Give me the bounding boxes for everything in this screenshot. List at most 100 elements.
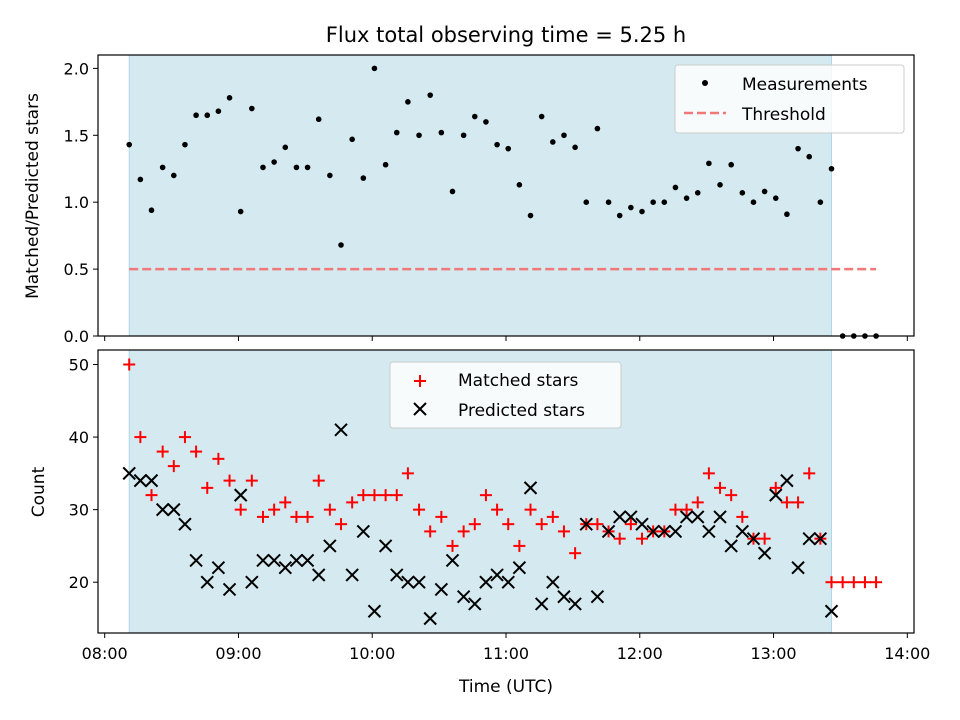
matched-star-point <box>502 518 515 531</box>
matched-star-point <box>613 532 626 545</box>
matched-star-point <box>546 510 559 523</box>
matched-star-point <box>825 576 838 589</box>
measurement-point <box>795 145 801 152</box>
measurement-point <box>293 164 300 171</box>
measurement-point <box>527 212 534 219</box>
predicted-star-point <box>713 510 727 524</box>
measurement-point <box>193 112 199 119</box>
measurement-point <box>828 165 835 172</box>
matched-star-point <box>780 496 793 509</box>
predicted-star-point <box>300 553 315 568</box>
measurement-point <box>761 188 768 195</box>
counts-legend: Matched stars Predicted stars <box>389 361 622 429</box>
matched-star-point <box>513 539 526 552</box>
predicted-star-point <box>735 524 750 539</box>
x-tick-label: 09:00 <box>215 644 261 663</box>
predicted-star-point <box>245 575 259 589</box>
predicted-star-point <box>769 488 783 502</box>
measurement-point <box>538 113 545 120</box>
matched-star-point <box>468 518 481 531</box>
predicted-star-point <box>490 568 504 582</box>
measurement-point <box>694 190 701 196</box>
legend-predicted-label: Predicted stars <box>458 401 585 421</box>
matched-star-point <box>279 496 292 509</box>
predicted-star-point <box>412 575 426 589</box>
matched-star-point <box>323 503 336 516</box>
measurement-point <box>159 164 166 171</box>
predicted-star-point <box>557 590 571 604</box>
measurement-point <box>594 125 601 132</box>
matched-star-point <box>769 481 782 494</box>
predicted-star-point <box>824 604 839 618</box>
matched-star-point <box>636 532 648 545</box>
predicted-star-point <box>590 590 605 604</box>
measurement-point <box>471 113 478 120</box>
measurement-point <box>817 199 824 205</box>
y-tick-label: 1.0 <box>64 193 89 212</box>
legend-matched-label: Matched stars <box>458 371 578 391</box>
matched-star-point <box>591 518 604 531</box>
predicted-star-point <box>780 473 794 488</box>
predicted-star-point <box>501 575 515 589</box>
measurement-point <box>806 153 813 160</box>
matched-star-point <box>379 489 392 502</box>
matched-star-point <box>725 489 738 502</box>
matched-star-point <box>301 510 314 523</box>
legend-threshold-label: Threshold <box>741 105 826 125</box>
predicted-star-point <box>378 539 393 553</box>
predicted-star-point <box>579 517 593 531</box>
predicted-star-point <box>211 560 226 575</box>
matched-star-point <box>624 518 637 531</box>
predicted-star-point <box>233 488 248 502</box>
predicted-star-point <box>534 597 549 611</box>
measurement-point <box>393 129 400 136</box>
predicted-star-point <box>312 568 326 582</box>
measurement-point <box>182 141 188 148</box>
measurement-point <box>650 199 656 205</box>
predicted-star-point <box>133 473 148 488</box>
matched-star-point <box>357 489 370 502</box>
measurement-point <box>249 105 255 112</box>
matched-star-point <box>390 489 403 502</box>
predicted-star-point <box>345 568 359 582</box>
matched-star-point <box>680 503 693 516</box>
predicted-star-point <box>646 524 660 539</box>
predicted-star-point <box>635 517 649 531</box>
matched-star-point <box>535 518 548 531</box>
measurement-point <box>683 195 690 201</box>
matched-star-point <box>736 510 749 523</box>
measurement-point <box>438 129 445 136</box>
matched-star-point <box>714 481 727 494</box>
measurement-point <box>750 199 757 205</box>
matched-star-point <box>346 496 359 509</box>
predicted-star-point <box>122 466 136 481</box>
matched-star-point <box>212 452 225 465</box>
legend-predicted-marker <box>413 402 427 416</box>
predicted-star-point <box>267 553 281 568</box>
matched-star-point <box>858 576 871 589</box>
predicted-star-point <box>334 423 348 437</box>
measurement-point <box>505 145 512 152</box>
matched-star-point <box>335 518 348 531</box>
matched-star-point <box>702 467 715 480</box>
measurement-point <box>706 160 712 167</box>
measurement-point <box>282 144 289 151</box>
x-tick-label: 13:00 <box>750 644 796 663</box>
measurement-point <box>717 181 723 188</box>
y-tick-label: 0.0 <box>64 327 89 346</box>
x-tick-label: 11:00 <box>483 644 529 663</box>
x-tick-label: 08:00 <box>82 644 128 663</box>
predicted-star-point <box>813 531 828 546</box>
matched-star-point <box>134 431 147 444</box>
predicted-star-point <box>702 524 716 539</box>
predicted-star-point <box>724 539 738 553</box>
measurement-point <box>416 132 422 139</box>
measurement-point <box>661 199 668 205</box>
matched-star-point <box>424 525 437 538</box>
measurement-point <box>739 190 746 196</box>
panel-counts: 20 30 40 50 08:00 09:00 10:00 11:00 12:00 13:00 1… <box>29 349 930 697</box>
y-tick-label: 1.5 <box>64 126 89 145</box>
measurement-point <box>772 195 779 201</box>
y-tick-label: 50 <box>69 356 89 375</box>
matched-star-point <box>368 489 381 502</box>
